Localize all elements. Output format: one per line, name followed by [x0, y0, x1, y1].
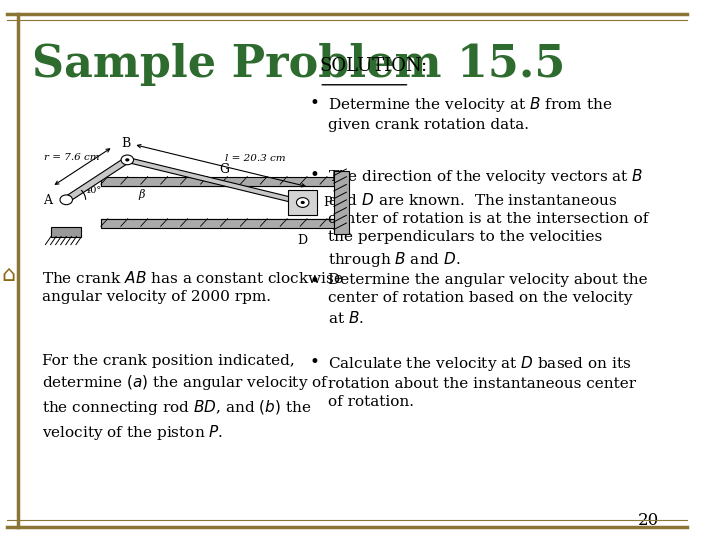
Bar: [334, 171, 349, 234]
Text: •: •: [310, 167, 320, 184]
Text: •: •: [310, 273, 320, 289]
Text: •: •: [310, 94, 320, 111]
Text: r = 7.6 cm: r = 7.6 cm: [45, 153, 100, 163]
Text: β: β: [138, 190, 145, 200]
Text: B: B: [121, 137, 130, 150]
Text: SOLUTION:: SOLUTION:: [319, 57, 428, 75]
Polygon shape: [127, 158, 304, 205]
Text: Calculate the velocity at $D$ based on its
rotation about the instantaneous cent: Calculate the velocity at $D$ based on i…: [328, 354, 636, 409]
Text: For the crank position indicated,
determine $(a)$ the angular velocity of
the co: For the crank position indicated, determ…: [42, 354, 329, 442]
Circle shape: [297, 198, 309, 207]
Text: The direction of the velocity vectors at $B$
and $D$ are known.  The instantaneo: The direction of the velocity vectors at…: [328, 167, 649, 269]
Text: 20: 20: [638, 512, 659, 529]
Bar: [51, 227, 81, 237]
Circle shape: [301, 201, 305, 204]
Bar: [101, 177, 334, 186]
Text: l = 20.3 cm: l = 20.3 cm: [225, 154, 285, 163]
Text: ⌂: ⌂: [1, 265, 16, 286]
Polygon shape: [64, 158, 130, 202]
Text: The crank $AB$ has a constant clockwise
angular velocity of 2000 rpm.: The crank $AB$ has a constant clockwise …: [42, 270, 343, 305]
Text: P: P: [323, 196, 331, 209]
Bar: [101, 219, 334, 228]
Text: 40°: 40°: [84, 186, 102, 195]
Text: Determine the angular velocity about the
center of rotation based on the velocit: Determine the angular velocity about the…: [328, 273, 648, 326]
Text: Determine the velocity at $B$ from the
given crank rotation data.: Determine the velocity at $B$ from the g…: [328, 94, 613, 132]
Text: D: D: [297, 234, 307, 247]
Circle shape: [121, 155, 133, 165]
Bar: [288, 190, 318, 215]
Text: A: A: [43, 194, 53, 207]
Circle shape: [60, 195, 73, 205]
Text: G: G: [219, 163, 229, 176]
Text: Sample Problem 15.5: Sample Problem 15.5: [32, 43, 565, 86]
Circle shape: [125, 158, 130, 161]
Text: •: •: [310, 354, 320, 370]
